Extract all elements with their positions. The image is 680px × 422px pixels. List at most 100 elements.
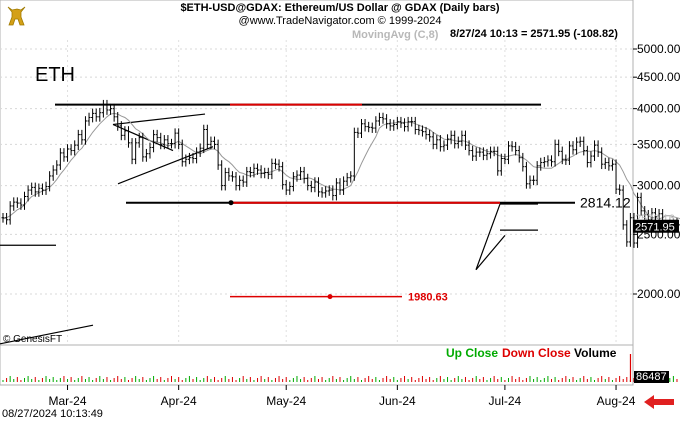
volume-bar: [163, 380, 165, 382]
ohlc-bar: [532, 175, 536, 186]
volume-bar: [88, 377, 90, 382]
ohlc-bar: [19, 198, 23, 210]
volume-bar: [246, 379, 248, 382]
ohlc-bar: [234, 172, 238, 191]
legend-volume: Volume: [574, 346, 617, 360]
volume-bar: [576, 380, 578, 382]
volume-bar: [314, 376, 316, 382]
volume-bar: [504, 380, 506, 382]
ohlc-bar: [130, 138, 134, 165]
volume-bar: [669, 378, 671, 382]
volume-bar: [551, 379, 553, 382]
volume-bar: [568, 379, 570, 382]
volume-bar: [124, 377, 126, 382]
volume-bar: [99, 376, 101, 382]
volume-bar: [615, 378, 617, 382]
y-tick-label: 4000.00: [637, 102, 680, 116]
ohlc-bar: [309, 180, 313, 193]
indicator-label: MovingAvg (C,8): [352, 29, 439, 41]
volume-bar: [579, 378, 581, 382]
ohlc-bar: [589, 151, 593, 168]
volume-bar: [525, 378, 527, 382]
left-arrow-icon[interactable]: [642, 394, 676, 410]
volume-bar: [461, 379, 463, 382]
volume-bar: [404, 376, 406, 382]
volume-bar: [533, 379, 535, 382]
ohlc-bar: [349, 171, 353, 183]
ohlc-bar: [342, 176, 346, 195]
ohlc-bar: [273, 158, 277, 170]
ohlc-bar: [281, 161, 285, 190]
ohlc-bar: [5, 212, 9, 225]
ohlc-bar: [313, 177, 317, 193]
ohlc-bar: [245, 166, 249, 187]
ohlc-bar: [123, 126, 127, 141]
volume-bar: [328, 378, 330, 382]
volume-bar: [515, 379, 517, 382]
y-tick-label: 3500.00: [637, 137, 680, 151]
volume-bar: [400, 378, 402, 382]
ohlc-bar: [69, 144, 73, 156]
volume-bar: [608, 377, 610, 382]
ohlc-bar: [435, 135, 439, 150]
ohlc-bar: [137, 132, 141, 148]
moving-average-path: [2, 112, 680, 220]
chart-title: ETH: [35, 64, 75, 86]
volume-bar: [6, 378, 8, 382]
price-panel-frame: [0, 0, 634, 346]
volume-bar: [565, 376, 567, 382]
volume-bar: [196, 377, 198, 382]
ohlc-bar: [510, 141, 514, 152]
ohlc-bar: [345, 172, 349, 187]
volume-bar: [210, 379, 212, 382]
ohlc-bar: [399, 116, 403, 128]
volume-bar: [289, 380, 291, 382]
volume-bar: [547, 376, 549, 382]
volume-bar: [70, 377, 72, 382]
ohlc-bar: [184, 154, 188, 167]
volume-bar: [368, 376, 370, 382]
volume-bar: [436, 378, 438, 382]
volume-bar: [332, 376, 334, 382]
chart-header-title: $ETH-USD@GDAX: Ethereum/US Dollar @ GDAX…: [180, 2, 500, 14]
ohlc-bar: [360, 119, 363, 139]
ohlc-bar: [585, 145, 589, 168]
ohlc-bar: [73, 140, 77, 156]
volume-bar: [454, 378, 456, 382]
volume-bar: [142, 377, 144, 382]
volume-bar: [9, 376, 11, 382]
ohlc-bar: [367, 121, 371, 133]
ohlc-bar: [485, 148, 489, 161]
volume-bar: [127, 380, 129, 382]
ohlc-bar: [33, 182, 37, 197]
volume-bar: [257, 378, 259, 382]
volume-bar: [167, 378, 169, 382]
volume-panel-frame: [0, 344, 634, 386]
y-tick-label: 3000.00: [637, 179, 680, 193]
volume-bar: [135, 376, 137, 382]
volume-bar: [292, 378, 294, 382]
volume-bar: [228, 379, 230, 382]
volume-bar: [590, 377, 592, 382]
y-tick-label: 5000.00: [637, 42, 680, 56]
x-tick-label: Aug-24: [597, 394, 636, 408]
last-price-box: [633, 219, 679, 233]
left-trend-line: [0, 324, 94, 345]
volume-bar: [199, 380, 201, 382]
ohlc-bar: [553, 139, 557, 167]
golden-bull-icon: [7, 6, 26, 26]
ohlc-bar: [564, 154, 568, 165]
ohlc-bar: [438, 135, 442, 152]
volume-bar: [178, 377, 180, 382]
ohlc-bar: [37, 183, 41, 197]
volume-bar: [92, 380, 94, 382]
ohlc-bar: [148, 142, 152, 159]
volume-bar: [633, 378, 635, 382]
quote-readout: 8/27/24 10:13 = 2571.95 (-108.82): [450, 28, 618, 40]
volume-bar: [170, 376, 172, 382]
target-point: [327, 294, 333, 300]
ohlc-bar: [506, 141, 510, 165]
ohlc-bar: [453, 130, 457, 149]
ohlc-bar: [126, 126, 130, 148]
volume-bar: [611, 380, 613, 382]
